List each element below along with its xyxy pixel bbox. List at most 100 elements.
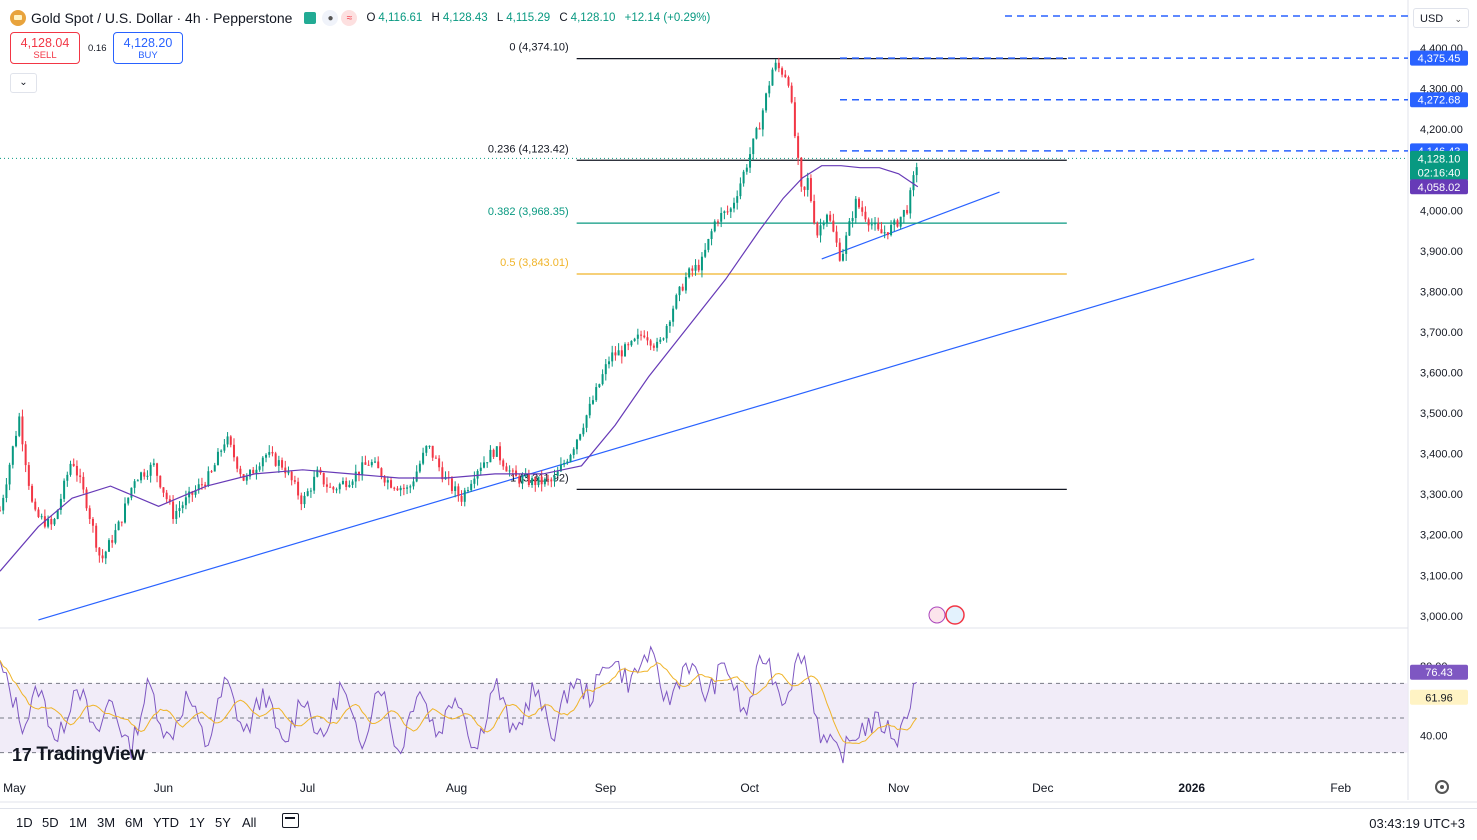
candle-body [457,486,460,496]
candle-body [284,467,287,474]
candle-body [864,211,867,220]
candle-body [31,485,34,502]
candle-body [232,444,235,458]
candle-body [130,487,133,498]
candle-body [832,220,835,232]
candle-body [181,505,184,509]
candle-body [329,486,332,488]
candle-body [69,463,72,475]
candle-body [136,480,139,482]
candle-body [611,352,614,362]
candle-body [216,451,219,466]
candle-body [652,345,655,348]
candle-body [322,472,325,485]
candle-body [819,225,822,236]
candle-body [825,214,828,224]
candle-body [902,209,905,217]
candle-body [793,102,796,137]
price-chart[interactable]: 3,000.00 3,100.00 3,200.00 3,300.00 3,400.00… [0,0,1477,808]
symbol-title[interactable]: Gold Spot / U.S. Dollar · 4h · Peppersto… [31,10,293,26]
candle-body [765,93,768,111]
candle-body [559,464,562,472]
candle-body [784,74,787,78]
level-tag-1: 4,272.68 [1418,95,1461,107]
candle-body [906,209,909,214]
candle-body [527,474,530,486]
candle-body [146,475,149,477]
calendar-icon[interactable] [282,813,299,828]
candle-body [684,277,687,291]
rsi-ma-tag-bg [1410,689,1468,705]
candle-body [572,449,575,455]
candle-body [745,167,748,172]
candle-body [159,475,162,488]
candle-body [870,224,873,226]
candle-body [736,196,739,203]
candle-body [508,470,511,472]
candle-body [739,183,742,197]
candle-body [380,468,383,477]
candle-body [156,463,159,476]
level-tag-3-timer: 02:16:40 [1418,167,1461,179]
candle-body [168,499,171,502]
candle-body [482,462,485,468]
x-tick-label: Nov [888,781,909,795]
range-5y-button[interactable]: 5Y [215,815,231,830]
y-tick-label: 4,200.00 [1420,124,1463,136]
level-tag-4: 4,058.02 [1418,182,1461,194]
candle-body [659,339,662,342]
range-1y-button[interactable]: 1Y [189,815,205,830]
gear-icon[interactable] [1435,780,1449,794]
candle-body [85,489,88,509]
collapse-chevron-icon[interactable]: ⌄ [10,73,37,93]
sell-button[interactable]: 4,128.04 SELL [10,32,80,64]
range-5d-button[interactable]: 5D [42,815,59,830]
range-6m-button[interactable]: 6M [125,815,144,830]
fib-label-1: 0.236 (4,123.42) [488,143,569,155]
candle-body [207,471,210,487]
candle-body [752,138,755,155]
level-tag-4-bg [1410,179,1468,195]
x-tick-label: 2026 [1178,781,1205,795]
candle-body [858,198,861,208]
range-3m-button[interactable]: 3M [97,815,116,830]
candle-body [473,478,476,484]
candle-body [120,521,123,523]
candle-body [707,239,710,250]
candle-body [438,458,441,468]
range-ytd-button[interactable]: YTD [153,815,179,830]
y-tick-label: 3,900.00 [1420,246,1463,258]
currency-select[interactable]: USD ⌄ [1413,8,1469,28]
candle-body [95,525,98,548]
level-tag-0-bg [1410,50,1468,66]
candle-body [665,325,668,339]
candle-body [543,478,546,485]
candle-body [306,491,309,496]
wave-icon[interactable]: ≈ [341,10,358,26]
range-1d-button[interactable]: 1D [16,815,33,830]
buy-button[interactable]: 4,128.20 BUY [113,32,183,64]
candle-body [325,484,328,487]
candle-body [470,483,473,491]
candle-body [489,449,492,463]
candle-body [627,344,630,346]
candle-body [838,242,841,261]
x-tick-label: Aug [446,781,467,795]
range-1m-button[interactable]: 1M [69,815,88,830]
candle-body [402,487,405,489]
market-status-icon[interactable] [304,12,317,24]
candle-body [646,337,649,341]
y-tick-label: 3,800.00 [1420,286,1463,298]
candle-body [434,457,437,459]
rsi-ma-line [0,660,918,745]
candle-body [53,518,56,525]
gold-coin-icon [10,10,26,26]
candle-body [710,231,713,240]
candle-body [877,223,880,230]
range-all-button[interactable]: All [242,815,257,830]
candle-body [5,484,8,498]
candle-body [370,462,373,466]
clock-display[interactable]: 03:43:19 UTC+3 [1369,816,1465,831]
candle-body [495,446,498,457]
eye-icon[interactable]: ● [322,10,339,26]
